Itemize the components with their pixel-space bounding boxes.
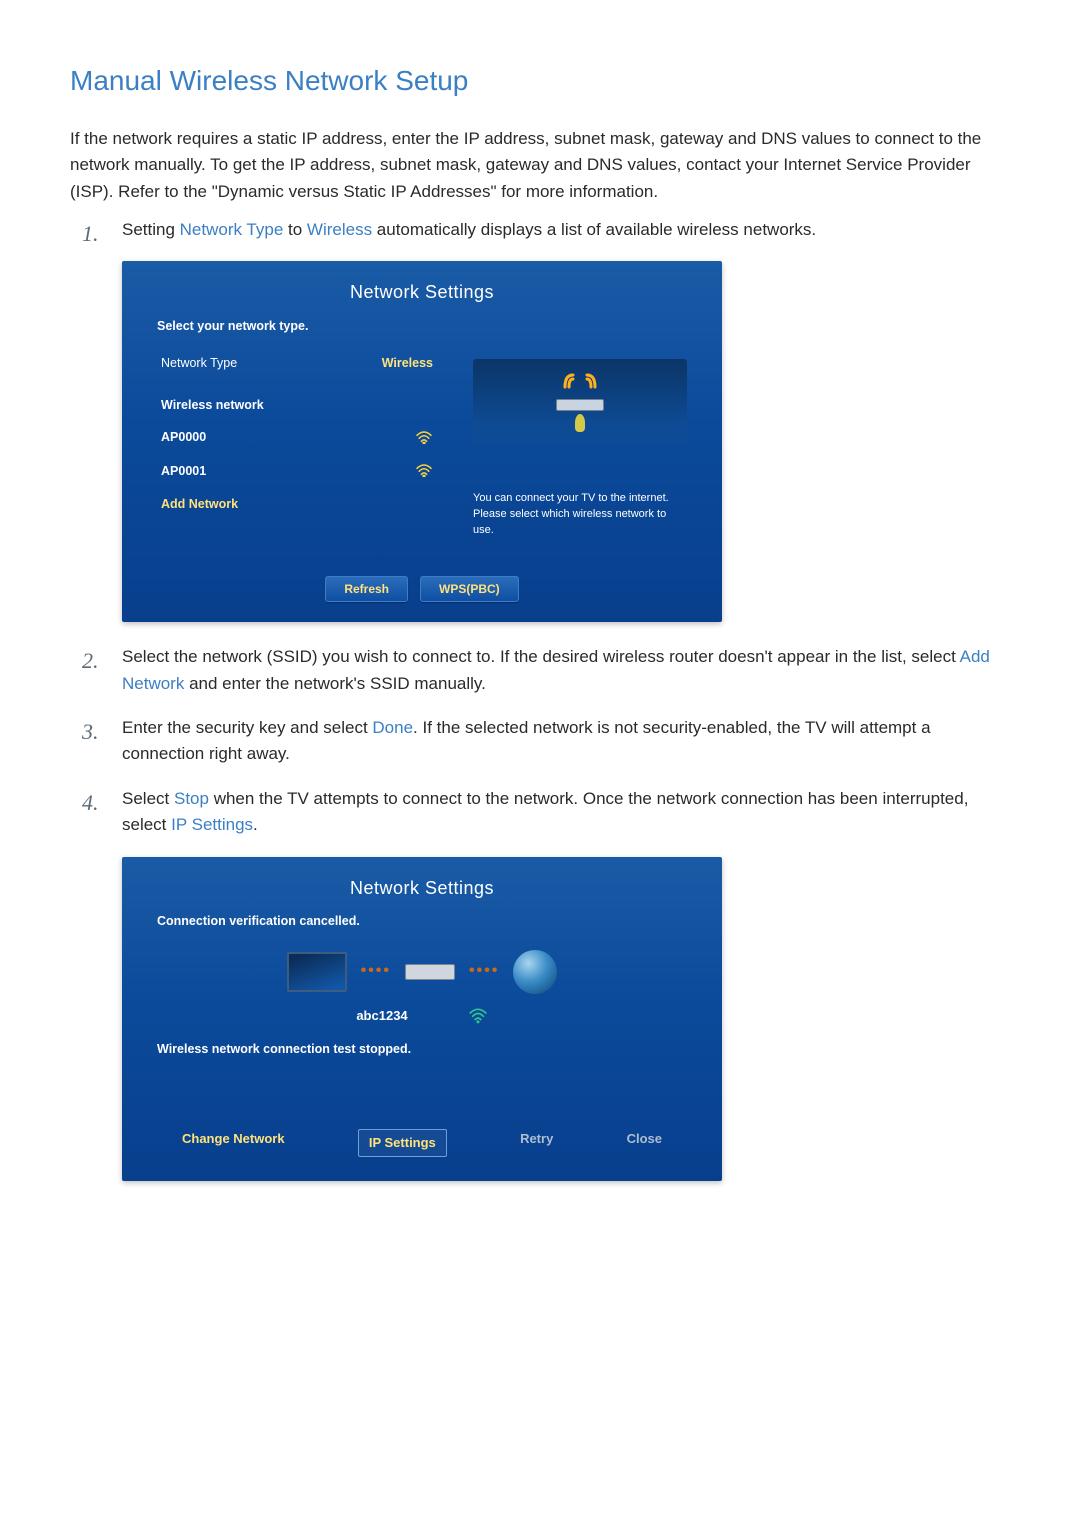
step1-kw-network-type: Network Type <box>180 220 284 239</box>
router-small-icon <box>405 964 455 980</box>
step-4: Select Stop when the TV attempts to conn… <box>82 786 1010 1182</box>
step-3: Enter the security key and select Done. … <box>82 715 1010 768</box>
wps-pbc-button[interactable]: WPS(PBC) <box>420 576 519 602</box>
dots-icon: •••• <box>469 959 499 984</box>
wifi-ssid-0: AP0000 <box>161 428 206 447</box>
wifi-network-row-1[interactable]: AP0001 <box>147 455 447 488</box>
network-type-label: Network Type <box>161 354 237 373</box>
connected-ssid: abc1234 <box>356 1006 407 1026</box>
step4-post: . <box>253 815 258 834</box>
step1-pre: Setting <box>122 220 180 239</box>
step2-post: and enter the network's SSID manually. <box>184 674 486 693</box>
step4-kw-stop: Stop <box>174 789 209 808</box>
retry-button[interactable]: Retry <box>520 1129 553 1157</box>
wifi-ssid-1: AP0001 <box>161 462 206 481</box>
globe-icon <box>513 950 557 994</box>
router-icon <box>556 399 604 411</box>
step-1: Setting Network Type to Wireless automat… <box>82 217 1010 622</box>
step4-kw-ip-settings: IP Settings <box>171 815 253 834</box>
wireless-section-label: Wireless network <box>147 380 447 421</box>
panel1-subtitle: Select your network type. <box>122 317 722 346</box>
step3-pre: Enter the security key and select <box>122 718 372 737</box>
step4-pre: Select <box>122 789 174 808</box>
panel1-illustration <box>473 359 687 441</box>
panel2-title: Network Settings <box>122 857 722 913</box>
ip-settings-button[interactable]: IP Settings <box>358 1129 447 1157</box>
panel2-status: Connection verification cancelled. <box>122 912 722 945</box>
panel1-right-text: You can connect your TV to the internet.… <box>473 491 687 539</box>
page-title: Manual Wireless Network Setup <box>70 60 1010 102</box>
step1-mid: to <box>283 220 307 239</box>
wifi-signal-icon <box>468 1008 488 1024</box>
step1-kw-wireless: Wireless <box>307 220 372 239</box>
network-type-row[interactable]: Network Type Wireless <box>147 347 447 380</box>
router-antenna-icon <box>575 414 585 432</box>
tv-icon <box>287 952 347 992</box>
network-settings-panel-2: Network Settings Connection verification… <box>122 857 722 1182</box>
wifi-network-row-0[interactable]: AP0000 <box>147 421 447 454</box>
step2-pre: Select the network (SSID) you wish to co… <box>122 647 960 666</box>
wifi-large-icon <box>559 371 601 399</box>
connection-diagram: •••• •••• <box>122 946 722 1000</box>
add-network-row[interactable]: Add Network <box>147 488 447 521</box>
add-network-label: Add Network <box>161 495 238 514</box>
step-2: Select the network (SSID) you wish to co… <box>82 644 1010 697</box>
network-settings-panel-1: Network Settings Select your network typ… <box>122 261 722 622</box>
panel1-title: Network Settings <box>122 261 722 317</box>
change-network-button[interactable]: Change Network <box>182 1129 285 1157</box>
network-type-value: Wireless <box>382 354 433 373</box>
step3-kw-done: Done <box>372 718 413 737</box>
dots-icon: •••• <box>361 959 391 984</box>
wifi-signal-icon <box>415 464 433 478</box>
intro-paragraph: If the network requires a static IP addr… <box>70 126 1010 205</box>
wifi-signal-icon <box>415 431 433 445</box>
refresh-button[interactable]: Refresh <box>325 576 408 602</box>
step1-post: automatically displays a list of availab… <box>372 220 816 239</box>
close-button[interactable]: Close <box>627 1129 662 1157</box>
panel2-test-status: Wireless network connection test stopped… <box>122 1040 722 1059</box>
